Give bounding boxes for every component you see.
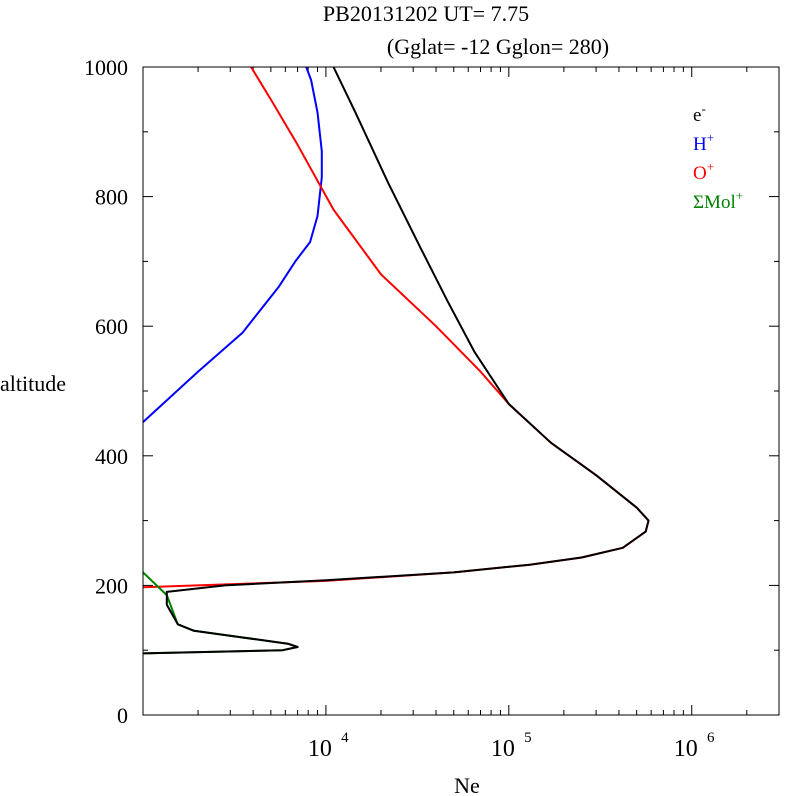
chart-title-line1: PB20131202 UT= 7.75 bbox=[323, 1, 529, 26]
x-tick-exponent: 4 bbox=[341, 730, 349, 746]
y-tick-label: 200 bbox=[95, 573, 128, 598]
x-tick-label: 10 bbox=[491, 736, 515, 762]
series-line-e bbox=[143, 67, 650, 655]
x-tick-exponent: 6 bbox=[707, 730, 715, 746]
plot-frame bbox=[142, 66, 780, 716]
legend-label: O bbox=[693, 163, 707, 184]
chart-title-line2: (Gglat= -12 Gglon= 280) bbox=[387, 34, 609, 59]
legend-superscript: + bbox=[736, 188, 743, 203]
y-tick-label: 600 bbox=[95, 314, 128, 339]
legend-item-e: e- bbox=[693, 101, 706, 126]
x-tick-label: 10 bbox=[674, 736, 698, 762]
series-layer bbox=[143, 67, 650, 655]
y-tick-label: 1000 bbox=[84, 55, 128, 80]
legend-item-mol: ΣMol+ bbox=[693, 188, 743, 213]
y-axis-ticks: 0 200 400 600 800 1000 bbox=[84, 55, 779, 728]
legend: e-H+O+ΣMol+ bbox=[693, 101, 743, 213]
series-line-h bbox=[143, 67, 323, 423]
legend-label: e bbox=[693, 105, 701, 126]
legend-superscript: - bbox=[701, 101, 705, 116]
x-axis-ticks: 10 4 10 5 10 6 bbox=[142, 67, 780, 762]
legend-item-o: O+ bbox=[693, 159, 714, 184]
legend-item-h: H+ bbox=[693, 130, 714, 155]
y-axis-label: altitude bbox=[0, 371, 66, 396]
legend-superscript: + bbox=[707, 159, 714, 174]
y-tick-label: 800 bbox=[95, 185, 128, 210]
y-tick-label: 0 bbox=[117, 703, 128, 728]
legend-label: ΣMol bbox=[693, 192, 736, 213]
x-tick-exponent: 5 bbox=[524, 730, 532, 746]
x-tick-label: 10 bbox=[308, 736, 332, 762]
legend-superscript: + bbox=[707, 130, 714, 145]
x-axis-label: Ne bbox=[454, 773, 480, 796]
legend-label: H bbox=[693, 134, 707, 155]
y-tick-label: 400 bbox=[95, 444, 128, 469]
series-line-o bbox=[143, 67, 650, 589]
